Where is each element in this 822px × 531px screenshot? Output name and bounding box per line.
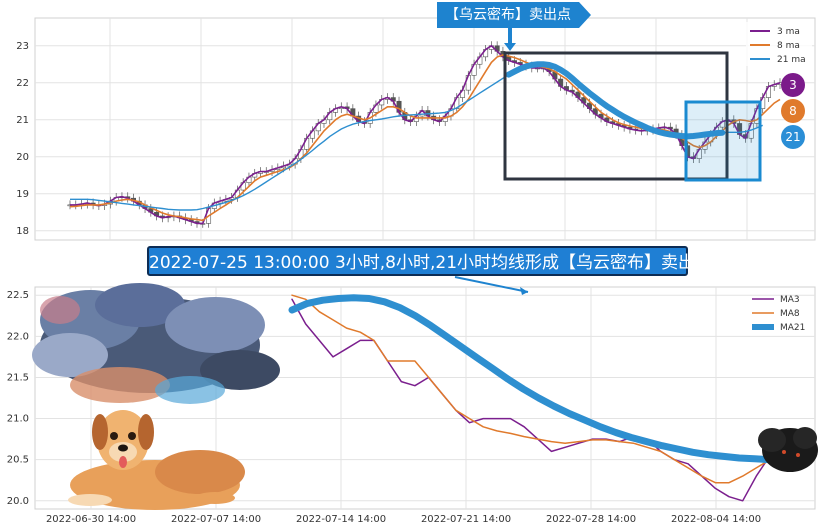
bottom-y-tick-label: 20.0 (7, 496, 29, 507)
legend-21ma: 21 ma (777, 55, 806, 65)
down-arrow-icon (504, 27, 516, 51)
bottom-lines (288, 294, 774, 502)
dark-cloud-box (503, 51, 729, 181)
bottom-y-tick-label: 22.5 (7, 290, 29, 301)
legend-3ma: 3 ma (777, 27, 800, 37)
banner-arrow-icon (454, 276, 529, 293)
bottom-x-tick-label: 2022-07-21 14:00 (421, 514, 511, 525)
banner-arrowhead-icon (520, 287, 528, 295)
legend-ma3: MA3 (780, 295, 800, 305)
top-y-tick-label: 20 (16, 152, 29, 163)
sell-signal-flag: 【乌云密布】卖出点 (437, 2, 591, 28)
bottom-y-ticks: 20.0 20.5 21.0 21.5 22.0 22.5 (7, 290, 29, 507)
bottom-legend: MA3 MA8 MA21 (752, 295, 805, 333)
bottom-x-tick-label: 2022-07-28 14:00 (546, 514, 636, 525)
bottom-y-tick-label: 22.0 (7, 331, 29, 342)
top-y-tick-label: 21 (16, 115, 29, 126)
storm-cloud-icon (32, 283, 280, 404)
bottom-x-ticks: 2022-06-30 14:00 2022-07-07 14:00 2022-07-… (46, 514, 761, 525)
top-y-tick-label: 23 (16, 41, 29, 52)
legend-ma8: MA8 (780, 309, 800, 319)
bottom-x-tick-label: 2022-08-04 14:00 (671, 514, 761, 525)
legend-8ma: 8 ma (777, 41, 800, 51)
bottom-series-line (288, 294, 774, 464)
bottom-series-line (291, 294, 771, 484)
badge-8: 8 (781, 99, 805, 123)
top-y-tick-label: 18 (16, 226, 29, 237)
bottom-x-tick-label: 2022-07-07 14:00 (171, 514, 261, 525)
bottom-y-tick-label: 20.5 (7, 455, 29, 466)
signal-banner: 2022-07-25 13:00:00 3小时,8小时,21小时均线形成【乌云密… (147, 246, 712, 276)
badge-3: 3 (781, 73, 805, 97)
top-series-line (70, 44, 781, 225)
badge-21: 21 (781, 125, 805, 149)
top-y-ticks: 18 19 20 21 22 23 (16, 41, 29, 237)
top-y-tick-label: 22 (16, 78, 29, 89)
bottom-series-line (291, 298, 771, 502)
signal-box (684, 100, 762, 182)
bottom-y-tick-label: 21.5 (7, 372, 29, 383)
bottom-y-tick-label: 21.0 (7, 414, 29, 425)
bottom-x-tick-label: 2022-07-14 14:00 (296, 514, 386, 525)
top-legend: 3 ma 8 ma 21 ma (746, 22, 812, 66)
bottom-x-tick-label: 2022-06-30 14:00 (46, 514, 136, 525)
dog-illustration-icon (68, 410, 245, 510)
black-cloud-icon (758, 427, 818, 472)
top-y-tick-label: 19 (16, 189, 29, 200)
legend-ma21: MA21 (780, 323, 805, 333)
